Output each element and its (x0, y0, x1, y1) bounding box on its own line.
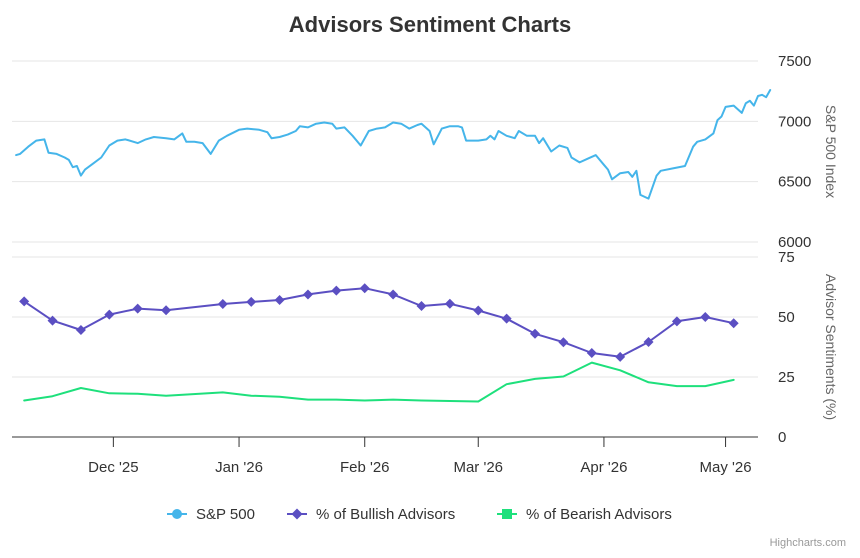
x-tick-label: Apr '26 (580, 459, 627, 476)
sentiment-y-axis-title: Advisor Sentiments (%) (823, 274, 839, 420)
series-plot-area (15, 89, 772, 403)
data-point[interactable] (132, 303, 143, 314)
data-point[interactable] (586, 348, 597, 358)
data-point[interactable] (217, 299, 228, 310)
x-tick-label: Dec '25 (88, 459, 138, 476)
series-s-p-500 (15, 89, 772, 200)
legend-label: % of Bullish Advisors (316, 506, 455, 523)
legend-circle-symbol (172, 509, 182, 519)
data-point[interactable] (473, 305, 484, 316)
data-point[interactable] (558, 337, 569, 348)
sp500-y-axis-title: S&P 500 Index (823, 105, 839, 198)
legend-square-symbol (502, 509, 512, 519)
legend-item-of-bullish-advisors[interactable]: % of Bullish Advisors (287, 506, 455, 523)
data-point[interactable] (302, 289, 313, 300)
chart-title: Advisors Sentiment Charts (289, 12, 571, 37)
x-tick-label: Jan '26 (215, 459, 263, 476)
series-line-s-p-500[interactable] (15, 89, 772, 200)
data-point[interactable] (47, 315, 58, 326)
data-point[interactable] (416, 300, 427, 311)
data-point[interactable] (331, 285, 342, 296)
x-tick-label: Mar '26 (453, 459, 503, 476)
axes: 6000 6500 7000 7500 S&P 500 Index 0 25 50 75 Advi… (12, 53, 839, 476)
data-point[interactable] (161, 305, 172, 316)
sp500-y-tick-label: 7500 (778, 53, 811, 70)
data-point[interactable] (643, 336, 654, 347)
legend: S&P 500 % of Bullish Advisors % of Bearish… (167, 506, 672, 523)
data-point[interactable] (501, 313, 512, 324)
legend-label: S&P 500 (196, 506, 255, 523)
data-point[interactable] (388, 289, 399, 300)
sp500-y-tick-label: 7000 (778, 113, 811, 130)
data-point[interactable] (615, 351, 626, 362)
data-point[interactable] (728, 318, 739, 329)
sentiment-y-tick-label: 75 (778, 249, 795, 266)
data-point[interactable] (444, 298, 455, 309)
x-tick-label: May '26 (700, 459, 752, 476)
data-point[interactable] (274, 294, 285, 305)
data-point[interactable] (671, 316, 682, 327)
series-line-of-bullish-advisors[interactable] (23, 287, 735, 358)
legend-item-s-p-500[interactable]: S&P 500 (167, 506, 255, 523)
legend-diamond-symbol (291, 508, 303, 520)
x-tick-label: Feb '26 (340, 459, 390, 476)
data-point[interactable] (359, 283, 370, 294)
sentiment-y-tick-label: 25 (778, 369, 795, 386)
data-point[interactable] (19, 296, 30, 307)
sp500-y-tick-label: 6000 (778, 234, 811, 251)
data-point[interactable] (75, 324, 86, 335)
legend-label: % of Bearish Advisors (526, 506, 672, 523)
series-of-bullish-advisors (19, 283, 739, 362)
sentiment-y-tick-label: 0 (778, 429, 786, 446)
sentiment-y-tick-label: 50 (778, 309, 795, 326)
data-point[interactable] (700, 312, 711, 322)
series-line-of-bearish-advisors[interactable] (23, 361, 735, 403)
legend-item-of-bearish-advisors[interactable]: % of Bearish Advisors (497, 506, 672, 523)
series-of-bearish-advisors (23, 361, 735, 403)
credits-link[interactable]: Highcharts.com (770, 537, 846, 549)
data-point[interactable] (104, 309, 115, 320)
data-point[interactable] (530, 328, 541, 339)
data-point[interactable] (246, 296, 257, 307)
sp500-y-tick-label: 6500 (778, 174, 811, 191)
